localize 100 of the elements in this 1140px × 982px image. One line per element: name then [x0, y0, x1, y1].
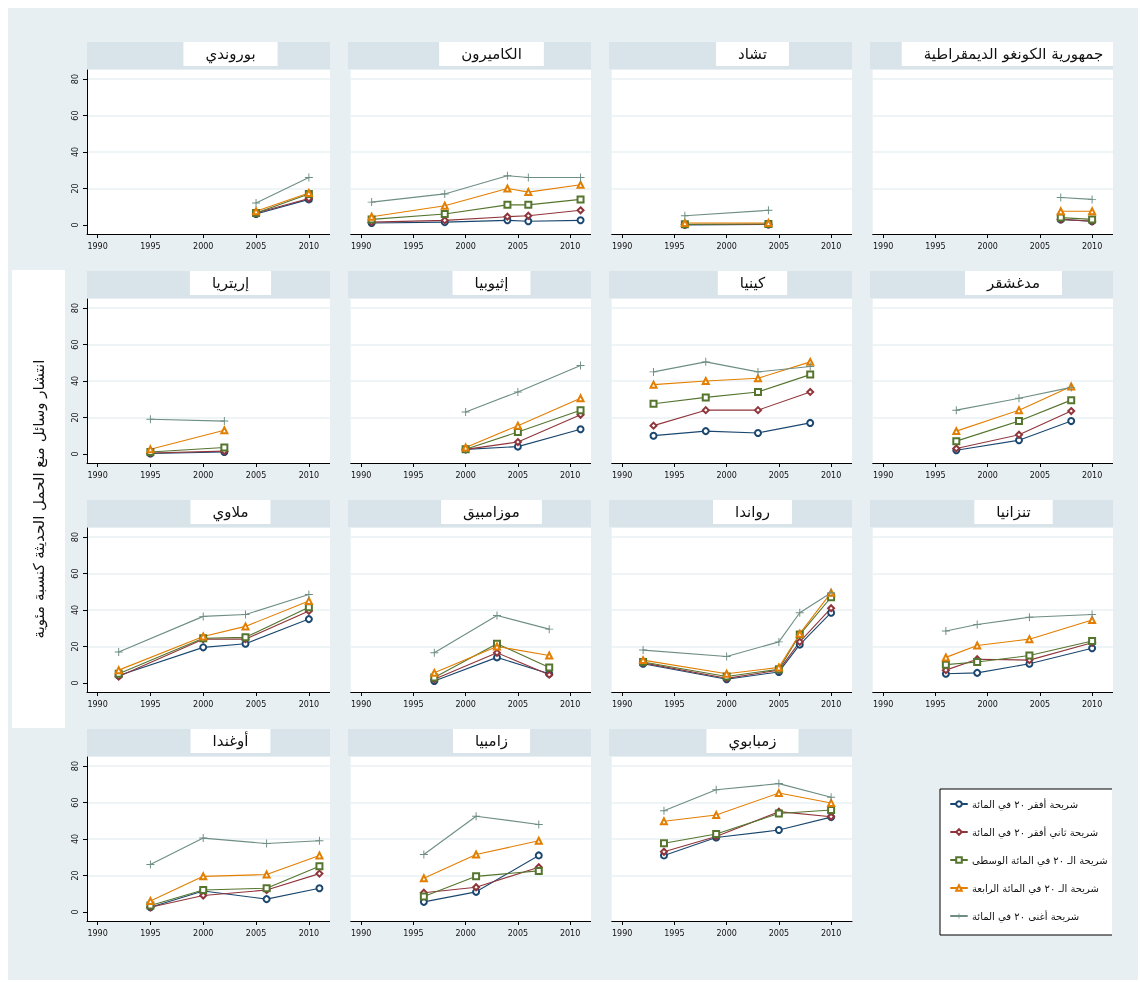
x-tick-label: 2000 — [455, 699, 476, 709]
x-tick-label: 1995 — [403, 241, 424, 251]
x-tick-label: 1995 — [664, 928, 685, 938]
legend-label: شريحة أغنى ٢٠ في المائة — [972, 909, 1080, 923]
x-tick-label: 2005 — [245, 928, 267, 938]
x-tick-label: 1990 — [87, 699, 108, 709]
x-tick-label: 2010 — [1081, 241, 1103, 251]
x-tick-label: 1995 — [140, 928, 161, 938]
legend-label: شريحة الـ ٢٠ في المائة الرابعة — [972, 882, 1099, 895]
x-tick-label: 1995 — [664, 699, 685, 709]
x-tick-label: 2000 — [193, 241, 214, 251]
x-tick-label: 1995 — [664, 470, 685, 480]
x-tick-label: 1990 — [351, 241, 372, 251]
x-tick-label: 2010 — [1081, 470, 1103, 480]
y-tick-label: 40 — [70, 833, 80, 845]
chart-title: موزامبيق — [463, 502, 520, 521]
y-tick-label: 20 — [70, 183, 80, 194]
y-tick-label: 20 — [70, 870, 80, 881]
x-tick-label: 2000 — [716, 470, 737, 480]
chart-title: مدغشقر — [986, 273, 1040, 292]
x-tick-label: 1990 — [87, 470, 108, 480]
x-tick-label: 2005 — [1029, 470, 1051, 480]
x-tick-label: 1995 — [403, 928, 424, 938]
chart-title: الكاميرون — [461, 44, 522, 63]
x-tick-label: 2000 — [455, 470, 476, 480]
chart-title: تنزانيا — [996, 502, 1031, 521]
x-tick-label: 2010 — [820, 928, 842, 938]
x-tick-label: 2000 — [716, 928, 737, 938]
x-tick-label: 1990 — [873, 699, 894, 709]
legend-label: شريحة الـ ٢٠ في المائة الوسطى — [972, 854, 1108, 867]
x-tick-label: 1990 — [351, 699, 372, 709]
x-tick-label: 1990 — [612, 928, 633, 938]
y-tick-label: 60 — [70, 110, 80, 121]
x-tick-label: 2000 — [193, 928, 214, 938]
x-tick-label: 2005 — [507, 241, 529, 251]
x-tick-label: 1990 — [873, 241, 894, 251]
y-tick-label: 0 — [70, 222, 80, 228]
chart-title: إريتريا — [211, 273, 250, 292]
y-tick-label: 80 — [70, 532, 80, 543]
x-tick-label: 2005 — [245, 699, 267, 709]
chart-title: رواندا — [735, 502, 770, 521]
x-tick-label: 1995 — [664, 241, 685, 251]
x-tick-label: 2005 — [507, 699, 529, 709]
x-tick-label: 1995 — [925, 241, 946, 251]
chart-title: زامبيا — [474, 731, 509, 750]
x-tick-label: 2005 — [507, 470, 529, 480]
y-tick-label: 60 — [70, 797, 80, 808]
x-tick-label: 2010 — [559, 241, 581, 251]
legend-label: شريحة أفقر ٢٠ في المائة — [972, 797, 1079, 811]
x-tick-label: 2010 — [298, 699, 320, 709]
y-tick-label: 60 — [70, 339, 80, 350]
x-tick-label: 1995 — [403, 470, 424, 480]
y-axis-title: انتشار وسائل منع الحمل الحديثة كنسبة مئوية — [29, 359, 48, 639]
x-tick-label: 2000 — [455, 928, 476, 938]
y-tick-label: 80 — [70, 303, 80, 314]
x-tick-label: 2010 — [820, 470, 842, 480]
x-tick-label: 1990 — [351, 928, 372, 938]
x-tick-label: 1995 — [140, 470, 161, 480]
x-tick-label: 2000 — [977, 470, 998, 480]
x-tick-label: 1990 — [612, 470, 633, 480]
x-tick-label: 1990 — [873, 470, 894, 480]
x-tick-label: 2010 — [298, 241, 320, 251]
x-tick-label: 2005 — [768, 241, 790, 251]
chart-title: تشاد — [738, 44, 767, 63]
y-tick-label: 80 — [70, 74, 80, 85]
chart-title: جمهورية الكونغو الديمقراطية — [923, 44, 1104, 63]
x-tick-label: 2005 — [768, 470, 790, 480]
x-tick-label: 1990 — [612, 699, 633, 709]
x-tick-label: 1990 — [351, 470, 372, 480]
x-tick-label: 2010 — [298, 470, 320, 480]
y-tick-label: 40 — [70, 146, 80, 158]
x-tick-label: 1990 — [87, 241, 108, 251]
x-tick-label: 1990 — [87, 928, 108, 938]
x-tick-label: 1995 — [140, 699, 161, 709]
x-tick-label: 2010 — [1081, 699, 1103, 709]
y-tick-label: 0 — [70, 680, 80, 686]
y-tick-label: 40 — [70, 604, 80, 616]
x-tick-label: 1995 — [925, 699, 946, 709]
x-tick-label: 2010 — [559, 699, 581, 709]
x-tick-label: 2000 — [193, 470, 214, 480]
x-tick-label: 2000 — [977, 241, 998, 251]
x-tick-label: 2000 — [193, 699, 214, 709]
y-tick-label: 80 — [70, 761, 80, 772]
x-tick-label: 2005 — [1029, 241, 1051, 251]
chart-title: إثيوبيا — [474, 273, 509, 292]
chart-title: كينيا — [739, 273, 766, 292]
x-tick-label: 2000 — [716, 241, 737, 251]
x-tick-label: 2005 — [245, 470, 267, 480]
y-tick-label: 20 — [70, 412, 80, 423]
x-tick-label: 2005 — [245, 241, 267, 251]
x-tick-label: 2010 — [820, 699, 842, 709]
y-tick-label: 0 — [70, 909, 80, 915]
y-tick-label: 60 — [70, 568, 80, 579]
x-tick-label: 2010 — [298, 928, 320, 938]
y-tick-label: 40 — [70, 375, 80, 387]
x-tick-label: 2010 — [559, 470, 581, 480]
legend-label: شريحة ثاني أفقر ٢٠ في المائة — [972, 825, 1099, 839]
y-tick-label: 0 — [70, 451, 80, 457]
x-tick-label: 1990 — [612, 241, 633, 251]
x-tick-label: 2005 — [768, 928, 790, 938]
